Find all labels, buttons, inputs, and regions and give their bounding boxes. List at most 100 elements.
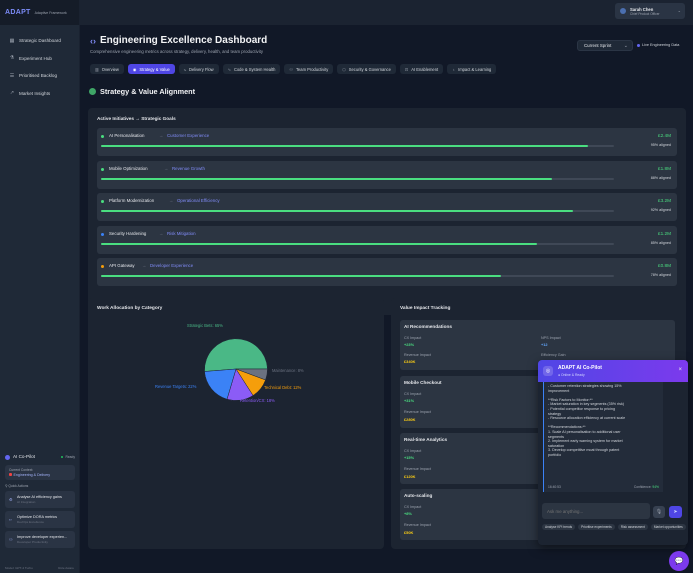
chart-icon: ▥ xyxy=(95,66,99,72)
send-button[interactable]: ➤ xyxy=(669,506,682,518)
microphone-icon[interactable]: 🎙 xyxy=(653,506,665,518)
sprint-select[interactable]: Current Sprint ⌄ xyxy=(577,40,633,51)
initiative-name: Platform Modernization xyxy=(109,198,155,203)
status-dot-icon xyxy=(101,265,104,268)
tab-security-governance[interactable]: ⬡ Security & Governance xyxy=(337,64,396,74)
copilot-header: AI Co-Pilot Ready xyxy=(0,450,80,464)
brand-logo[interactable]: ADAPT xyxy=(5,9,31,16)
trend-icon: ↗ xyxy=(9,90,15,97)
initiative-row[interactable]: Security Hardening → Risk Mitigation £1.… xyxy=(97,225,677,254)
chip-prioritise-experiments[interactable]: Prioritise experiments xyxy=(578,524,615,530)
sidebar-item-experiment-hub[interactable]: ⚗ Experiment Hub xyxy=(0,50,79,68)
chat-input[interactable] xyxy=(542,503,650,519)
tab-delivery-flow[interactable]: ⤷ Delivery Flow xyxy=(178,64,219,74)
tab-team-productivity[interactable]: ⚇ Team Productivity xyxy=(284,64,334,74)
alignment-label: 92% aligned xyxy=(650,208,671,212)
chevron-down-icon: ⌄ xyxy=(677,8,681,13)
chat-fab-button[interactable]: 💬 xyxy=(669,551,689,571)
initiative-goal[interactable]: Operational Efficiency xyxy=(177,198,220,203)
sidebar-item-prioritised-backlog[interactable]: ☰ Prioritised Backlog xyxy=(0,67,79,85)
alignment-bar xyxy=(101,177,614,180)
brand-tagline: Adaptive Framework xyxy=(34,10,67,15)
arrow-right-icon: → xyxy=(169,198,174,203)
initiative-goal[interactable]: Customer Experience xyxy=(167,133,210,138)
efficiency-gain-label: Efficiency Gain xyxy=(541,353,566,357)
value-card-title: Mobile Checkout xyxy=(404,380,442,385)
chip-analyse-kpi[interactable]: Analyse KPI trends xyxy=(542,524,576,530)
initiative-goal[interactable]: Developer Experience xyxy=(150,263,194,268)
quick-action-dora[interactable]: ‹› Optimize DORA metrics DevOps Excellenc… xyxy=(5,511,75,528)
message-line: portfolio xyxy=(548,452,562,457)
tab-impact-learning[interactable]: ♁ Impact & Learning xyxy=(447,64,497,74)
message-line: saturation xyxy=(548,443,565,448)
tab-ai-enablement[interactable]: ⊡ AI Enablement xyxy=(399,64,444,74)
initiative-name: Mobile Optimization xyxy=(109,165,148,171)
chip-market-opportunities[interactable]: Market opportunities xyxy=(650,524,686,530)
initiatives-title: Active Initiatives → Strategic Goals xyxy=(97,116,176,121)
message-line: **Risk Factors to Monitor:** xyxy=(548,397,593,402)
alignment-bar xyxy=(101,210,614,212)
user-icon: ⚇ xyxy=(9,537,13,542)
initiative-row[interactable]: API Gateway → Developer Experience £0.8M… xyxy=(97,258,677,286)
tab-label: Security & Governance xyxy=(348,66,391,72)
message-line: **Recommendations:** xyxy=(548,425,586,430)
ai-copilot-chat: ◎ ADAPT AI Co-Pilot ● Online & Ready × -… xyxy=(538,360,688,545)
arrow-right-icon: → xyxy=(164,165,169,171)
tab-label: Delivery Flow xyxy=(189,66,214,72)
initiative-goal[interactable]: Revenue Growth xyxy=(172,165,205,171)
initiative-amount: £3.2M xyxy=(657,198,671,203)
lightbulb-icon: ♁ xyxy=(452,66,456,72)
chip-risk-assessment[interactable]: Risk assessment xyxy=(617,524,648,530)
live-label: Live Engineering Data xyxy=(642,43,680,47)
briefcase-icon xyxy=(9,473,12,476)
alignment-bar-fill xyxy=(101,210,573,212)
arrow-right-icon: → xyxy=(159,133,164,138)
context-value: Engineering & Delivery xyxy=(13,473,51,477)
initiative-row[interactable]: Platform Modernization → Operational Eff… xyxy=(97,193,677,221)
work-allocation-panel: Work Allocation by Category Strategic Be… xyxy=(88,298,384,549)
target-icon: ◉ xyxy=(132,66,137,72)
initiative-row[interactable]: Mobile Optimization → Revenue Growth £1.… xyxy=(97,160,677,189)
quick-action-ai-efficiency[interactable]: ⚙ Analyse AI efficiency gains AI Integrat… xyxy=(5,491,75,508)
message-line: 1. Scale AI personalisation to additiona… xyxy=(548,429,621,434)
confidence: Confidence: 94% xyxy=(633,485,659,489)
revenue-impact-label: Revenue Impact xyxy=(404,353,431,357)
live-dot-icon xyxy=(637,43,640,47)
message-line: segments xyxy=(548,434,564,439)
main-content: ‹› Engineering Excellence Dashboard Comp… xyxy=(80,25,693,573)
revenue-impact-value: £280K xyxy=(404,417,416,422)
quick-action-title: Improve developer experien... xyxy=(17,535,68,539)
revenue-impact-value: £120K xyxy=(404,474,416,479)
quick-action-devex[interactable]: ⚇ Improve developer experien... Developer… xyxy=(5,531,75,548)
revenue-impact-label: Revenue Impact xyxy=(404,523,431,527)
status-dot-icon xyxy=(101,200,104,203)
tab-bar: ▥ Overview ◉ Strategy & Value ⤷ Delivery Fl… xyxy=(90,64,497,74)
sidebar-item-market-insights[interactable]: ↗ Market Insights xyxy=(0,85,79,103)
list-icon: ☰ xyxy=(9,72,15,79)
close-icon[interactable]: × xyxy=(678,367,682,373)
initiative-row[interactable]: AI Personalisation → Customer Experience… xyxy=(97,128,677,156)
alignment-bar xyxy=(101,275,614,277)
tab-label: Code & System Health xyxy=(233,66,276,72)
user-menu[interactable]: Sarah Chen Chief Product Officer ⌄ xyxy=(615,3,685,19)
cx-impact-label: CX Impact xyxy=(404,505,422,509)
flow-icon: ⤷ xyxy=(183,66,187,72)
tab-overview[interactable]: ▥ Overview xyxy=(90,64,124,74)
initiative-goal[interactable]: Risk Mitigation xyxy=(167,230,196,236)
panel-title: Work Allocation by Category xyxy=(97,306,163,311)
value-card-title: Real-time Analytics xyxy=(404,437,448,442)
page-header: ‹› Engineering Excellence Dashboard xyxy=(90,35,267,46)
tab-code-system-health[interactable]: ∿ Code & System Health xyxy=(222,64,281,74)
cx-impact-value: +15% xyxy=(404,455,415,460)
live-indicator: Live Engineering Data xyxy=(637,43,679,47)
section-title-text: Strategy & Value Alignment xyxy=(100,87,196,96)
sidebar-item-strategic-dashboard[interactable]: ▦ Strategic Dashboard xyxy=(0,32,79,50)
value-card-title: AI Recommendations xyxy=(404,324,452,329)
tab-strategy-value[interactable]: ◉ Strategy & Value xyxy=(127,64,175,74)
alignment-bar-fill xyxy=(101,177,553,180)
panel-title: Value Impact Tracking xyxy=(400,306,451,311)
brand: ADAPT Adaptive Framework xyxy=(0,0,79,25)
arrow-right-icon: → xyxy=(159,230,164,236)
flask-icon: ⚗ xyxy=(9,55,15,62)
quick-actions-label: ⚲ Quick Actions xyxy=(5,484,29,488)
